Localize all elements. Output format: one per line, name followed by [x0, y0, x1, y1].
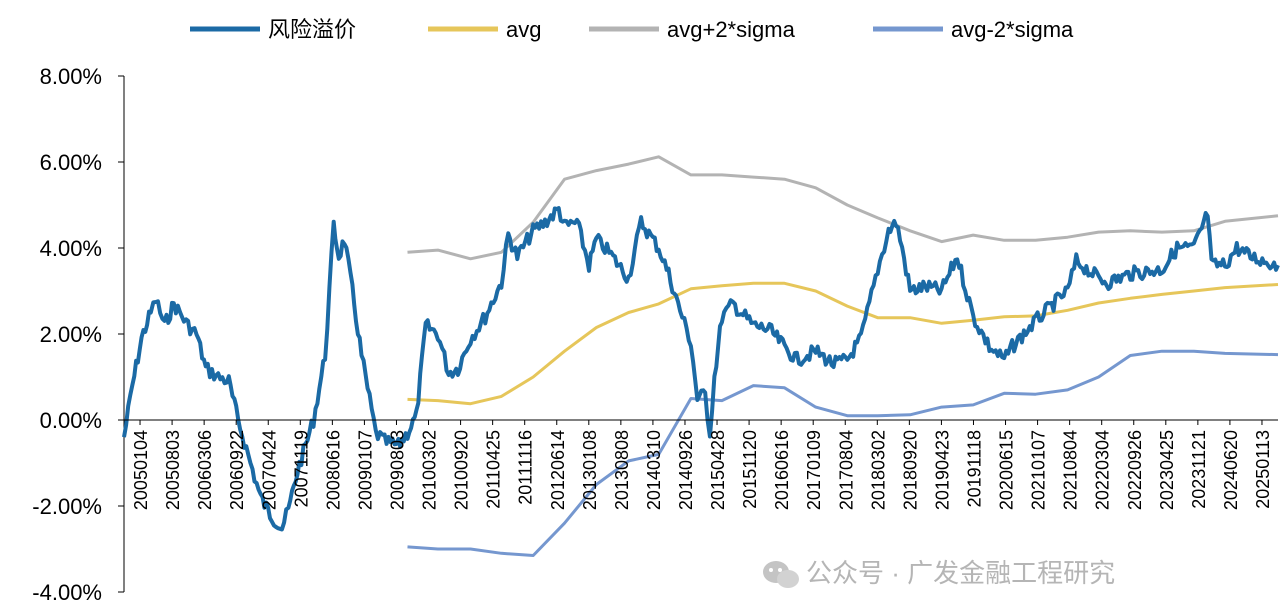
x-tick-label: 20220304	[1093, 430, 1113, 510]
x-tick-label: 20140310	[644, 430, 664, 510]
x-tick-label: 20100302	[420, 430, 440, 510]
watermark: 公众号 · 广发金融工程研究	[763, 558, 1115, 588]
y-tick-label: -4.00%	[32, 580, 102, 605]
x-tick-label: 20120614	[548, 430, 568, 510]
series-line-avg-minus-2sigma	[407, 349, 1279, 557]
x-tick-label: 20210804	[1061, 430, 1081, 510]
x-tick-label: 20160616	[772, 430, 792, 510]
legend-label: avg	[506, 17, 541, 42]
series-line-avg	[407, 281, 1279, 406]
x-tick-label: 20130808	[612, 430, 632, 510]
x-tick-label: 20080616	[323, 430, 343, 510]
y-tick-label: -2.00%	[32, 494, 102, 519]
x-tick-label: 20210107	[1029, 430, 1049, 510]
x-tick-label: 20240620	[1221, 430, 1241, 510]
series-line-avg-plus-2sigma	[407, 155, 1279, 261]
x-tick-label: 20090107	[355, 430, 375, 510]
x-tick-label: 20190423	[932, 430, 952, 510]
x-tick-label: 20111116	[516, 430, 536, 505]
x-tick-label: 20180920	[900, 430, 920, 510]
x-tick-label: 20230425	[1157, 430, 1177, 510]
x-tick-label: 20130108	[580, 430, 600, 510]
y-tick-label: 6.00%	[40, 150, 102, 175]
legend-label: 风险溢价	[268, 17, 356, 42]
x-tick-label: 20090803	[388, 430, 408, 510]
x-tick-label: 20231121	[1189, 430, 1209, 509]
x-tick-label: 20170804	[836, 430, 856, 510]
x-tick-label: 20150428	[708, 430, 728, 510]
x-tick-label: 20250113	[1253, 430, 1273, 509]
legend-label: avg-2*sigma	[951, 17, 1074, 42]
y-tick-label: 0.00%	[40, 408, 102, 433]
y-axis: -4.00% -2.00% 0.00% 2.00% 4.00% 6.00% 8.00%	[32, 64, 125, 605]
x-tick-label: 20100920	[452, 430, 472, 510]
x-tick-label: 20070424	[259, 430, 279, 510]
x-tick-label: 20060306	[195, 430, 215, 510]
x-tick-label: 20200615	[997, 430, 1017, 510]
plot-area	[122, 155, 1280, 557]
x-tick-label: 20050104	[131, 430, 151, 510]
x-tick-label: 20050803	[163, 430, 183, 510]
x-tick-label: 20151120	[740, 430, 760, 509]
series-line-risk-premium	[122, 206, 1280, 532]
x-tick-label: 20220926	[1125, 430, 1145, 510]
x-axis: 20050104 20050803 20060306 20060922 20070424…	[124, 419, 1278, 510]
x-tick-label: 20071119	[291, 430, 311, 507]
x-tick-label: 20180302	[868, 430, 888, 510]
legend: 风险溢价 avg avg+2*sigma avg-2*sigma	[190, 17, 1074, 42]
x-tick-label: 20140926	[676, 430, 696, 510]
legend-label: avg+2*sigma	[667, 17, 796, 42]
y-tick-label: 4.00%	[40, 236, 102, 261]
x-tick-label: 20170109	[804, 430, 824, 510]
x-tick-label: 20191118	[965, 430, 985, 507]
x-tick-label: 20110425	[484, 430, 504, 509]
wechat-icon	[763, 561, 799, 588]
watermark-text: 公众号 · 广发金融工程研究	[806, 558, 1115, 588]
y-tick-label: 8.00%	[40, 64, 102, 89]
y-tick-label: 2.00%	[40, 322, 102, 347]
x-tick-label: 20060922	[227, 430, 247, 510]
